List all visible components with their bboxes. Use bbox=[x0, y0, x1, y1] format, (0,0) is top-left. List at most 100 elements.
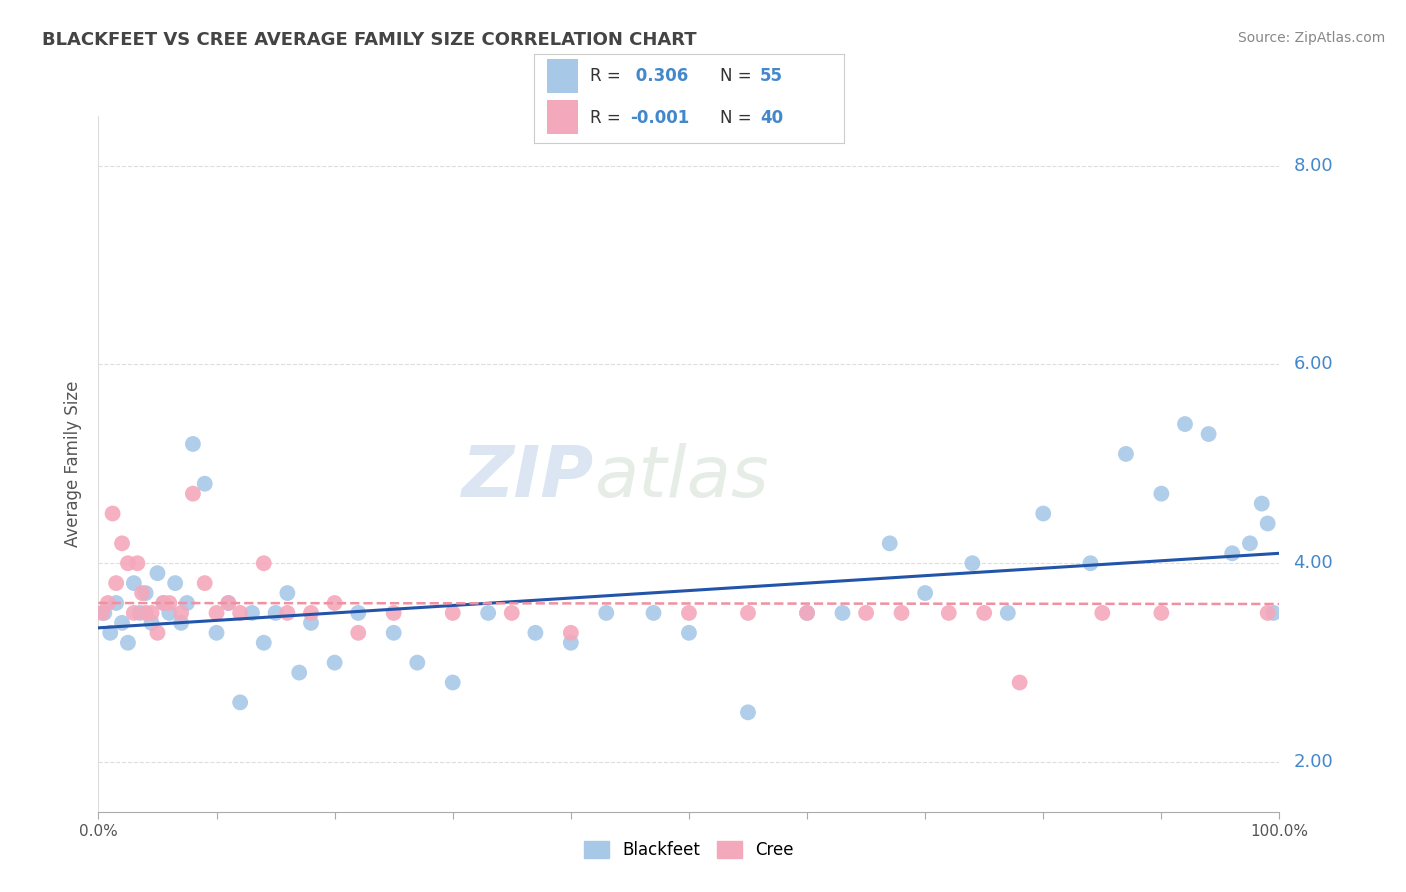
Point bbox=[111, 615, 134, 630]
Point bbox=[524, 625, 547, 640]
Point bbox=[135, 606, 157, 620]
Text: 55: 55 bbox=[761, 67, 783, 85]
Point bbox=[323, 656, 346, 670]
Point bbox=[128, 606, 150, 620]
Point bbox=[229, 695, 252, 709]
Text: 0.306: 0.306 bbox=[630, 67, 689, 85]
Text: Source: ZipAtlas.com: Source: ZipAtlas.com bbox=[1237, 31, 1385, 45]
Point bbox=[1174, 417, 1197, 431]
Point bbox=[157, 596, 180, 610]
Point bbox=[264, 606, 287, 620]
Point bbox=[347, 625, 370, 640]
Point bbox=[146, 625, 169, 640]
Point bbox=[299, 615, 322, 630]
Point bbox=[152, 596, 174, 610]
Point bbox=[1239, 536, 1261, 550]
Point bbox=[98, 625, 121, 640]
Point bbox=[997, 606, 1019, 620]
Point bbox=[157, 606, 180, 620]
Point bbox=[194, 576, 217, 591]
Point bbox=[737, 706, 759, 720]
Point bbox=[1091, 606, 1114, 620]
Point bbox=[560, 625, 582, 640]
Point bbox=[1257, 606, 1279, 620]
Point bbox=[117, 556, 139, 570]
Point bbox=[477, 606, 499, 620]
Point bbox=[181, 486, 204, 500]
Point bbox=[796, 606, 818, 620]
Point bbox=[217, 596, 239, 610]
Point bbox=[111, 536, 134, 550]
Point bbox=[141, 615, 163, 630]
Point bbox=[501, 606, 523, 620]
Point bbox=[406, 656, 429, 670]
Point bbox=[253, 636, 276, 650]
Point bbox=[240, 606, 263, 620]
Point bbox=[131, 586, 153, 600]
Point bbox=[1257, 516, 1279, 531]
Point bbox=[288, 665, 311, 680]
Point bbox=[299, 606, 322, 620]
Text: ZIP: ZIP bbox=[463, 443, 595, 512]
Point bbox=[1150, 486, 1173, 500]
Point bbox=[595, 606, 617, 620]
Text: 4.00: 4.00 bbox=[1294, 554, 1333, 573]
Point bbox=[1250, 497, 1272, 511]
Point bbox=[205, 625, 228, 640]
Point bbox=[1080, 556, 1102, 570]
Point bbox=[101, 507, 124, 521]
Point bbox=[181, 437, 204, 451]
Point bbox=[135, 586, 157, 600]
Point bbox=[796, 606, 818, 620]
Point bbox=[890, 606, 912, 620]
Point bbox=[122, 606, 145, 620]
Point bbox=[1263, 606, 1285, 620]
Point bbox=[176, 596, 198, 610]
Point bbox=[122, 576, 145, 591]
Text: N =: N = bbox=[720, 67, 756, 85]
Text: 8.00: 8.00 bbox=[1294, 157, 1333, 175]
Text: N =: N = bbox=[720, 109, 756, 127]
Point bbox=[855, 606, 877, 620]
Point bbox=[97, 596, 120, 610]
Point bbox=[914, 586, 936, 600]
Point bbox=[879, 536, 901, 550]
Text: 40: 40 bbox=[761, 109, 783, 127]
Point bbox=[973, 606, 995, 620]
Point bbox=[205, 606, 228, 620]
Bar bbox=[547, 59, 578, 93]
Point bbox=[643, 606, 665, 620]
Bar bbox=[547, 100, 578, 134]
Text: 2.00: 2.00 bbox=[1294, 753, 1333, 771]
Point bbox=[165, 576, 187, 591]
Point bbox=[1198, 427, 1220, 442]
Point bbox=[105, 576, 128, 591]
Point bbox=[152, 596, 174, 610]
Point bbox=[737, 606, 759, 620]
Point bbox=[93, 606, 115, 620]
Point bbox=[105, 596, 128, 610]
Text: R =: R = bbox=[591, 109, 626, 127]
Point bbox=[962, 556, 984, 570]
Text: 6.00: 6.00 bbox=[1294, 355, 1333, 374]
Y-axis label: Average Family Size: Average Family Size bbox=[65, 381, 83, 547]
Point bbox=[217, 596, 239, 610]
Point bbox=[127, 556, 149, 570]
Point bbox=[678, 606, 700, 620]
Point bbox=[382, 606, 405, 620]
Point bbox=[1115, 447, 1137, 461]
Point bbox=[560, 636, 582, 650]
Point bbox=[347, 606, 370, 620]
Text: -0.001: -0.001 bbox=[630, 109, 689, 127]
Point bbox=[141, 606, 163, 620]
Point bbox=[1220, 546, 1243, 560]
Point bbox=[194, 476, 217, 491]
Point bbox=[678, 625, 700, 640]
Point bbox=[276, 586, 298, 600]
Point bbox=[146, 566, 169, 581]
Point bbox=[91, 606, 114, 620]
Point bbox=[831, 606, 853, 620]
Point bbox=[323, 596, 346, 610]
Point bbox=[117, 636, 139, 650]
Point bbox=[938, 606, 960, 620]
